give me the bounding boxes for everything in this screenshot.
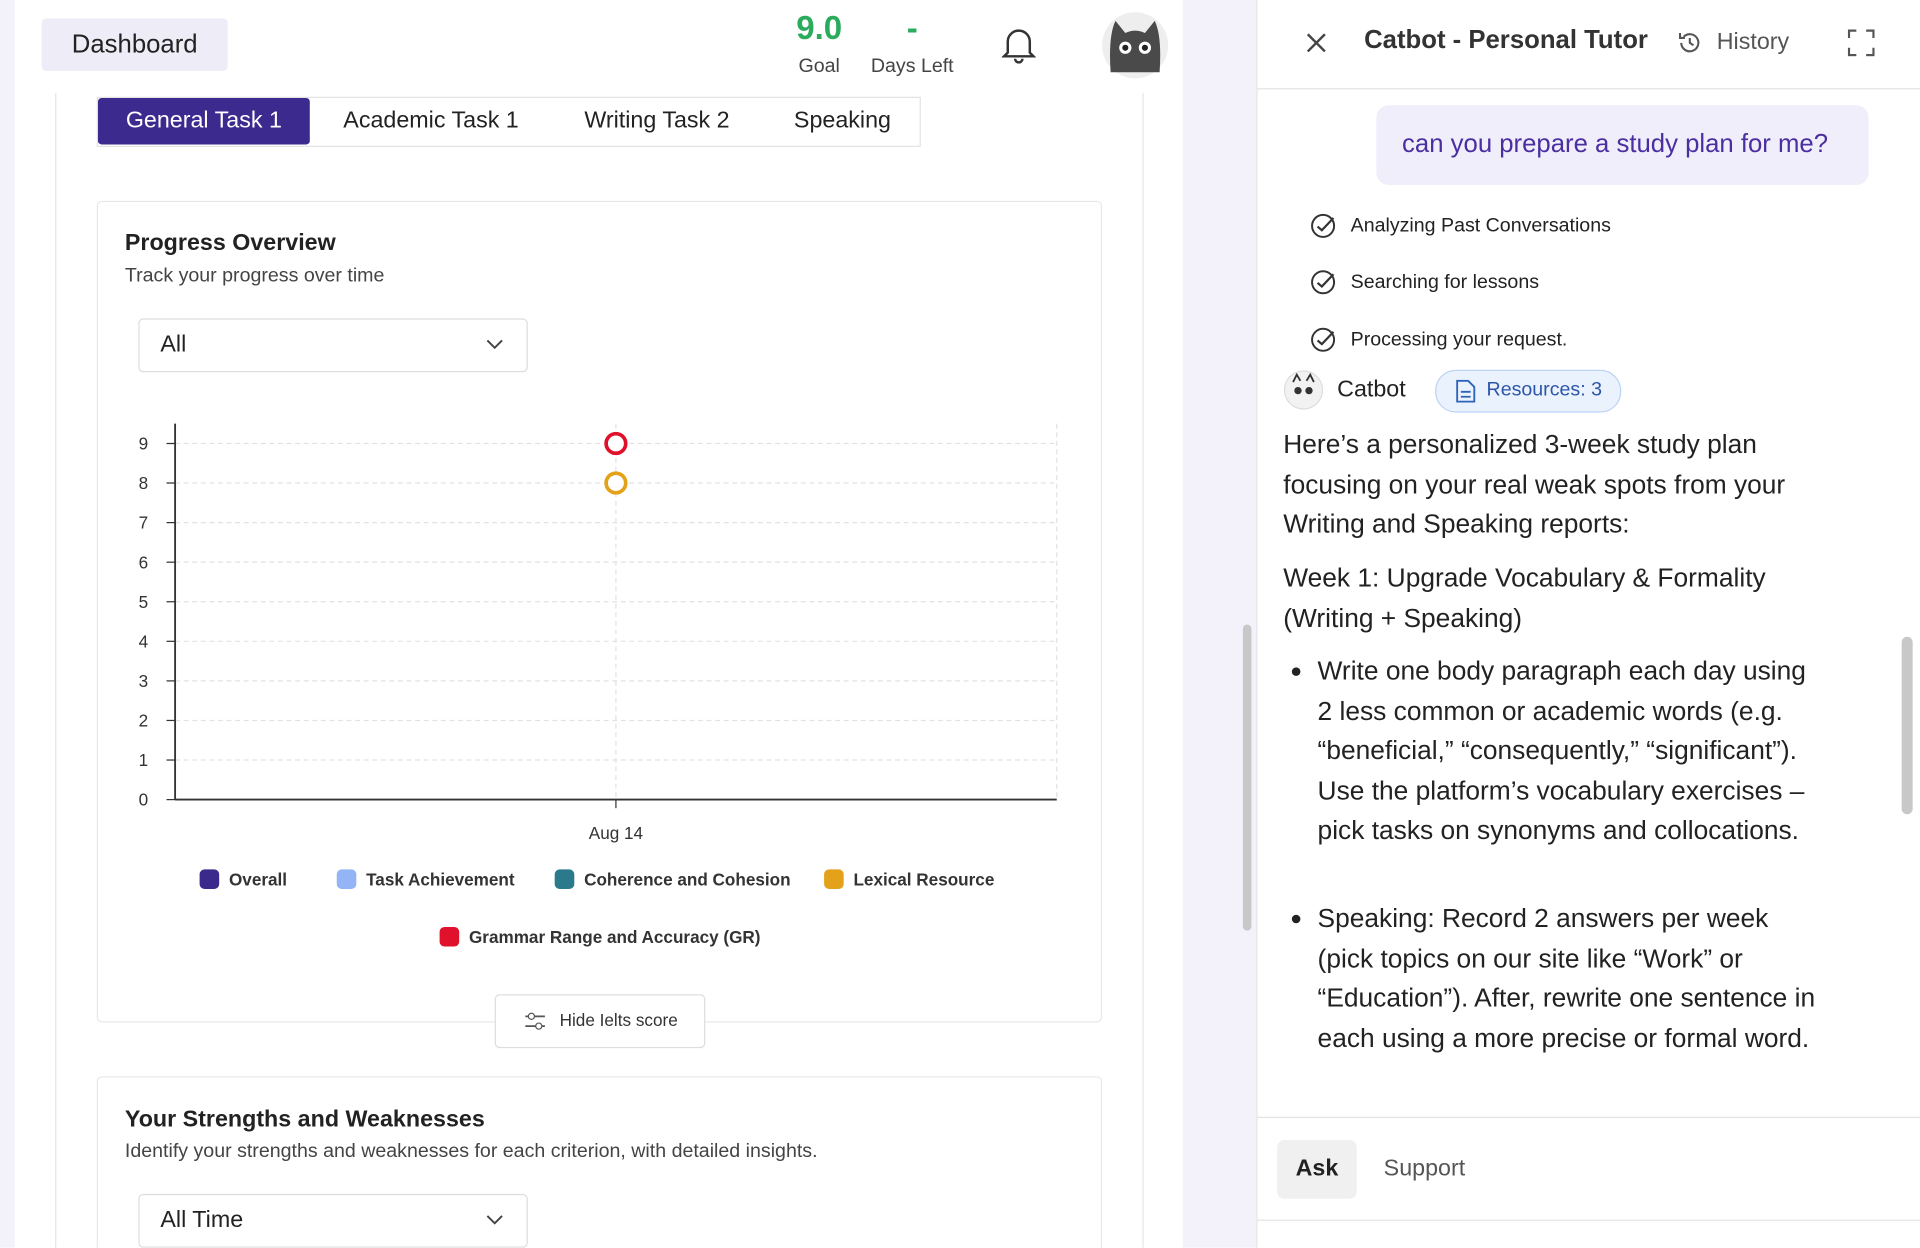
step-text: Searching for lessons — [1350, 271, 1540, 293]
resources-badge[interactable]: Resources: 3 — [1435, 369, 1622, 413]
bullet: Speaking: Record 2 answers per week (pic… — [1317, 903, 1816, 1053]
avatar[interactable] — [1101, 11, 1170, 80]
expand-button[interactable] — [1847, 29, 1875, 57]
y-tick-label: 0 — [139, 790, 149, 810]
y-tick-label: 1 — [139, 750, 149, 770]
chevron — [486, 339, 503, 350]
bot-avatar — [1283, 370, 1324, 410]
hide-score-button[interactable]: Hide Ielts score — [494, 994, 706, 1049]
tab[interactable]: Academic Task 1 — [343, 107, 519, 134]
tab[interactable]: Writing Task 2 — [584, 107, 730, 134]
footer-divider — [1257, 1219, 1920, 1221]
chat-footer — [1257, 1116, 1920, 1248]
resources-label: Resources: 3 — [1486, 379, 1602, 401]
legend-swatch — [336, 869, 357, 889]
dashboard-button[interactable]: Dashboard — [41, 18, 228, 72]
step-text: Analyzing Past Conversations — [1350, 214, 1611, 236]
card-subtitle: Track your progress over time — [124, 265, 385, 287]
week-heading: Week 1: Upgrade Vocabulary & Formality (… — [1283, 563, 1766, 633]
side-strip — [0, 0, 15, 1248]
y-tick-label: 5 — [139, 592, 149, 612]
history-button[interactable]: History — [1716, 29, 1790, 56]
sliders-icon — [525, 1012, 545, 1030]
doc-icon — [1456, 379, 1476, 403]
check-icon — [1311, 327, 1336, 352]
history-icon[interactable] — [1676, 29, 1703, 56]
step: Searching for lessons — [1310, 269, 1539, 295]
main-border-right — [1142, 93, 1144, 1248]
filter-select[interactable]: All Time — [138, 1193, 528, 1248]
y-tick-label: 7 — [139, 513, 149, 533]
goal-value: 9.0 — [796, 9, 843, 47]
bullet: Write one body paragraph each day using … — [1317, 656, 1806, 845]
step: Analyzing Past Conversations — [1310, 213, 1611, 239]
card-subtitle: Identify your strengths and weaknesses f… — [124, 1141, 818, 1163]
ask-tab[interactable]: Ask — [1277, 1140, 1357, 1199]
chat-panel — [1256, 0, 1920, 1248]
close-button[interactable] — [1305, 32, 1327, 54]
point — [604, 471, 628, 495]
chat-header-border — [1257, 88, 1920, 90]
strengths-card — [96, 1076, 1103, 1248]
days-label: Days Left — [870, 56, 954, 78]
y-tick-label: 8 — [139, 473, 149, 493]
legend-swatch — [824, 869, 844, 889]
y-tick-label: 6 — [139, 552, 149, 572]
main-border-left — [55, 93, 57, 1248]
chat-title: Catbot - Personal Tutor — [1364, 25, 1648, 54]
chart: 0 1 2 3 4 5 6 7 8 9 Aug 14 Overall Task Achievement C… — [139, 423, 1058, 947]
legend-label: Task Achievement — [366, 869, 515, 889]
step: Processing your request. — [1310, 327, 1567, 353]
chevron — [486, 1215, 503, 1225]
bot-intro: Here’s a personalized 3-week study plan … — [1283, 429, 1786, 539]
y-tick-label: 3 — [139, 671, 149, 691]
bell-icon[interactable] — [1001, 27, 1036, 64]
legend-label: Coherence and Cohesion — [584, 869, 791, 889]
card-title: Progress Overview — [124, 230, 336, 256]
right-strip — [1182, 0, 1257, 1248]
legend-swatch — [199, 869, 220, 889]
step-text: Processing your request. — [1350, 328, 1568, 350]
days-value: - — [906, 9, 918, 47]
goal-label: Goal — [798, 56, 840, 78]
filter-value: All Time — [160, 1207, 244, 1234]
legend-swatch — [554, 869, 575, 889]
tab[interactable]: Speaking — [793, 107, 891, 134]
y-tick-label: 4 — [139, 631, 149, 651]
y-tick-label: 2 — [139, 711, 149, 731]
legend-label: Overall — [229, 869, 287, 889]
chat-scrollbar — [1901, 636, 1913, 815]
check-icon — [1311, 213, 1336, 238]
card-title: Your Strengths and Weaknesses — [124, 1106, 485, 1133]
user-message: can you prepare a study plan for me? — [1376, 105, 1869, 185]
legend-label: Lexical Resource — [853, 869, 994, 889]
bot-name: Catbot — [1337, 377, 1406, 403]
hide-score-label: Hide Ielts score — [559, 1010, 678, 1030]
tab[interactable]: General Task 1 — [97, 97, 310, 145]
tab-bar — [96, 96, 921, 147]
bullet-dot — [1291, 914, 1301, 924]
point — [604, 431, 628, 456]
legend-swatch — [439, 926, 460, 947]
scrollbar — [1242, 624, 1252, 931]
x-tick-label: Aug 14 — [589, 823, 644, 843]
bullet-dot — [1291, 667, 1301, 676]
filter-value: All — [160, 331, 187, 358]
support-tab[interactable]: Support — [1383, 1155, 1466, 1182]
check-icon — [1311, 270, 1336, 295]
y-tick-label: 9 — [139, 434, 149, 454]
filter-select[interactable]: All — [138, 318, 528, 373]
legend-label: Grammar Range and Accuracy (GR) — [469, 927, 761, 947]
